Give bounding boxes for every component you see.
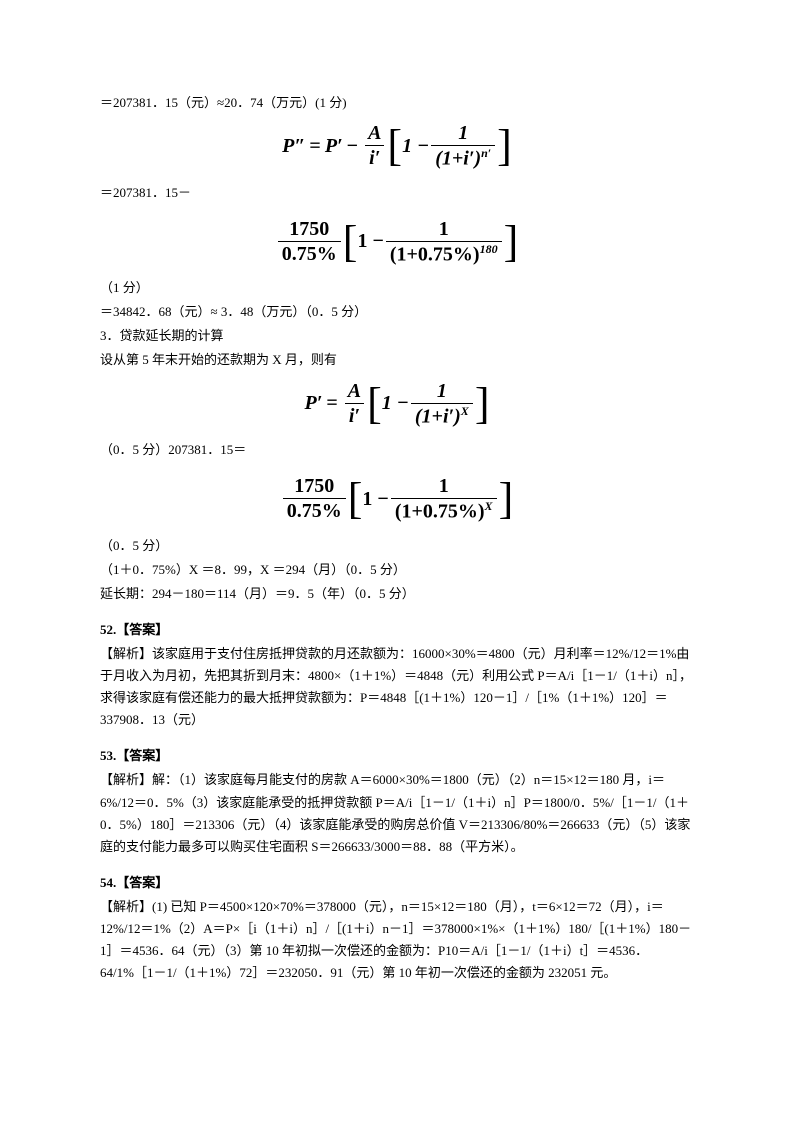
calc-line: （0．5 分）207381．15＝ <box>100 439 694 461</box>
right-bracket: ] <box>504 222 519 262</box>
left-bracket: [ <box>343 222 358 262</box>
one-minus: 1 − <box>402 129 429 163</box>
equals: = <box>326 386 337 420</box>
one-minus: 1 − <box>382 386 409 420</box>
left-bracket: [ <box>387 126 402 166</box>
formula-lhs: P′ <box>305 386 323 420</box>
one-minus: 1 − <box>357 224 383 258</box>
calc-line: （1＋0．75%）X ＝8．99，X ＝294（月）（0．5 分） <box>100 559 694 581</box>
calc-line: ＝207381．15（元）≈20．74（万元）(1 分) <box>100 92 694 114</box>
calc-line: ＝34842．68（元）≈ 3．48（万元）（0．5 分） <box>100 301 694 323</box>
analysis-text: 【解析】解：（1）该家庭每月能支付的房款 A＝6000×30%＝1800（元）（… <box>100 769 694 857</box>
fraction: 1 (1+0.75%)180 <box>386 218 502 266</box>
calc-line: 延长期：294－180＝114（月）＝9．5（年）（0．5 分） <box>100 583 694 605</box>
formula-mid: P′ <box>325 129 343 163</box>
formula-2: 1750 0.75% [ 1 − 1 (1+0.75%)180 ] <box>100 212 694 265</box>
calc-line: ＝207381．15－ <box>100 182 694 204</box>
formula-1: P″ = P′ − A i′ [ 1 − 1 (1+i′)n′ ] <box>100 122 694 170</box>
answer-head: 53.【答案】 <box>100 745 694 767</box>
right-bracket: ] <box>499 479 514 519</box>
fraction: 1 (1+0.75%)X <box>391 475 497 523</box>
fraction: A i′ <box>344 380 365 427</box>
document-page: ＝207381．15（元）≈20．74（万元）(1 分) P″ = P′ − A… <box>0 0 794 1026</box>
fraction: 1 (1+i′)n′ <box>431 122 495 170</box>
answer-head: 54.【答案】 <box>100 872 694 894</box>
formula-lhs: P″ <box>282 129 305 163</box>
one-minus: 1 − <box>362 482 388 516</box>
minus: − <box>347 129 358 163</box>
fraction: 1750 0.75% <box>278 218 341 265</box>
analysis-text: 【解析】(1) 已知 P＝4500×120×70%＝378000（元），n＝15… <box>100 896 694 984</box>
fraction: A i′ <box>364 122 385 169</box>
left-bracket: [ <box>348 479 363 519</box>
question-52: 52.【答案】 【解析】该家庭用于支付住房抵押贷款的月还款额为：16000×30… <box>100 619 694 731</box>
text-line: 设从第 5 年末开始的还款期为 X 月，则有 <box>100 349 694 371</box>
equals: = <box>309 129 320 163</box>
right-bracket: ] <box>475 384 490 424</box>
fraction: 1750 0.75% <box>283 475 346 522</box>
question-53: 53.【答案】 【解析】解：（1）该家庭每月能支付的房款 A＝6000×30%＝… <box>100 745 694 857</box>
analysis-text: 【解析】该家庭用于支付住房抵押贷款的月还款额为：16000×30%＝4800（元… <box>100 643 694 731</box>
score-line: （1 分） <box>100 277 694 299</box>
subhead: 3．贷款延长期的计算 <box>100 325 694 347</box>
question-54: 54.【答案】 【解析】(1) 已知 P＝4500×120×70%＝378000… <box>100 872 694 984</box>
score-line: （0．5 分） <box>100 535 694 557</box>
fraction: 1 (1+i′)X <box>411 380 473 428</box>
formula-4: 1750 0.75% [ 1 − 1 (1+0.75%)X ] <box>100 469 694 522</box>
left-bracket: [ <box>367 384 382 424</box>
formula-3: P′ = A i′ [ 1 − 1 (1+i′)X ] <box>100 380 694 428</box>
right-bracket: ] <box>497 126 512 166</box>
answer-head: 52.【答案】 <box>100 619 694 641</box>
